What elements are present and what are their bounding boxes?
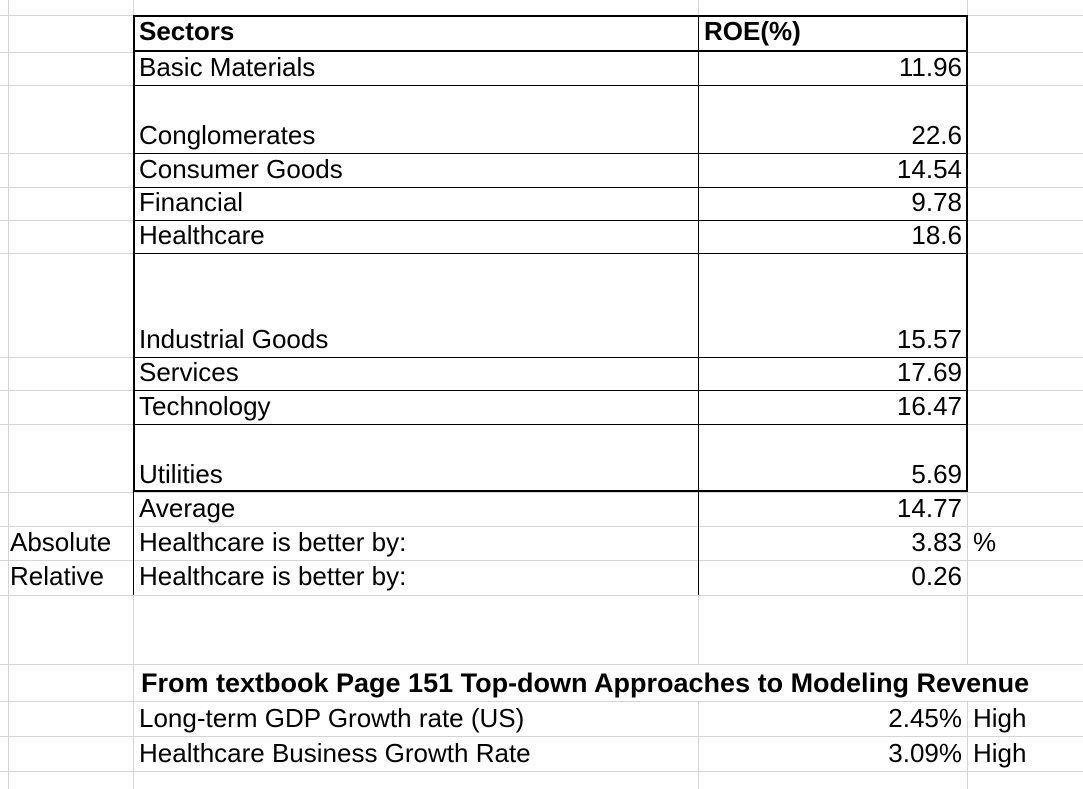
roe-value-cell[interactable]: 5.69 [911, 458, 962, 489]
roe-value-cell[interactable]: 11.96 [898, 51, 962, 82]
header-sectors-cell[interactable]: Sectors [139, 15, 235, 46]
absolute-unit-cell[interactable]: % [973, 526, 997, 557]
sector-name-cell[interactable]: Services [139, 356, 239, 387]
table-row-divider [133, 357, 968, 358]
gdp-growth-value-cell[interactable]: 2.45% [888, 702, 962, 733]
sector-name-cell[interactable]: Consumer Goods [139, 153, 343, 184]
absolute-desc-cell[interactable]: Healthcare is better by: [139, 526, 407, 557]
roe-value-cell[interactable]: 16.47 [896, 390, 962, 421]
sector-name-cell[interactable]: Technology [139, 390, 271, 421]
gridline-row [0, 560, 1083, 561]
sector-name-cell[interactable]: Industrial Goods [139, 323, 329, 354]
roe-value-cell[interactable]: 18.6 [911, 219, 962, 250]
table-column-divider [698, 15, 699, 492]
table-row-divider [133, 187, 968, 188]
header-roe-cell[interactable]: ROE(%) [704, 15, 801, 46]
gridline-row [0, 664, 1083, 665]
roe-value-cell[interactable]: 14.54 [896, 153, 962, 184]
table-row-divider [133, 85, 968, 86]
roe-value-cell[interactable]: 9.78 [911, 186, 962, 217]
gridline-row [0, 771, 1083, 772]
table-header-divider [133, 50, 968, 52]
average-value-cell[interactable]: 14.77 [896, 492, 962, 523]
gridline-row [0, 526, 1083, 527]
sector-name-cell[interactable]: Utilities [139, 458, 223, 489]
roe-table [133, 15, 968, 492]
table-row-divider [133, 390, 968, 391]
table-border-right [966, 15, 968, 492]
summary-column-divider [133, 492, 134, 595]
relative-value-cell[interactable]: 0.26 [911, 560, 962, 591]
sector-name-cell[interactable]: Financial [139, 186, 244, 217]
table-row-divider [133, 153, 968, 154]
gridline-row [0, 701, 1083, 702]
roe-value-cell[interactable]: 15.57 [896, 323, 962, 354]
roe-value-cell[interactable]: 17.69 [896, 356, 962, 387]
notes-title-cell[interactable]: From textbook Page 151 Top-down Approach… [141, 667, 1030, 698]
gridline-row [0, 736, 1083, 737]
table-row-divider [133, 220, 968, 221]
absolute-value-cell[interactable]: 3.83 [911, 526, 962, 557]
gridline-column [8, 0, 9, 789]
table-border-bottom [133, 490, 968, 492]
title-overflow-cover [134, 665, 1083, 701]
healthcare-growth-value-cell[interactable]: 3.09% [888, 737, 962, 768]
table-row-divider [133, 253, 968, 254]
gridline-row [0, 492, 1083, 493]
sector-name-cell[interactable]: Basic Materials [139, 51, 316, 82]
summary-column-divider [698, 492, 699, 595]
relative-label-cell[interactable]: Relative [10, 560, 104, 591]
healthcare-growth-flag-cell[interactable]: High [973, 737, 1027, 768]
relative-desc-cell[interactable]: Healthcare is better by: [139, 560, 407, 591]
sector-name-cell[interactable]: Conglomerates [139, 119, 316, 150]
gdp-growth-label-cell[interactable]: Long-term GDP Growth rate (US) [139, 702, 525, 733]
absolute-label-cell[interactable]: Absolute [10, 526, 112, 557]
gdp-growth-flag-cell[interactable]: High [973, 702, 1027, 733]
sector-name-cell[interactable]: Healthcare [139, 219, 265, 250]
table-border-top [133, 15, 968, 17]
table-row-divider [133, 424, 968, 425]
roe-value-cell[interactable]: 22.6 [911, 119, 962, 150]
average-label-cell[interactable]: Average [139, 492, 236, 523]
gridline-row [0, 595, 1083, 596]
table-border-left [133, 15, 135, 492]
healthcare-growth-label-cell[interactable]: Healthcare Business Growth Rate [139, 737, 531, 768]
